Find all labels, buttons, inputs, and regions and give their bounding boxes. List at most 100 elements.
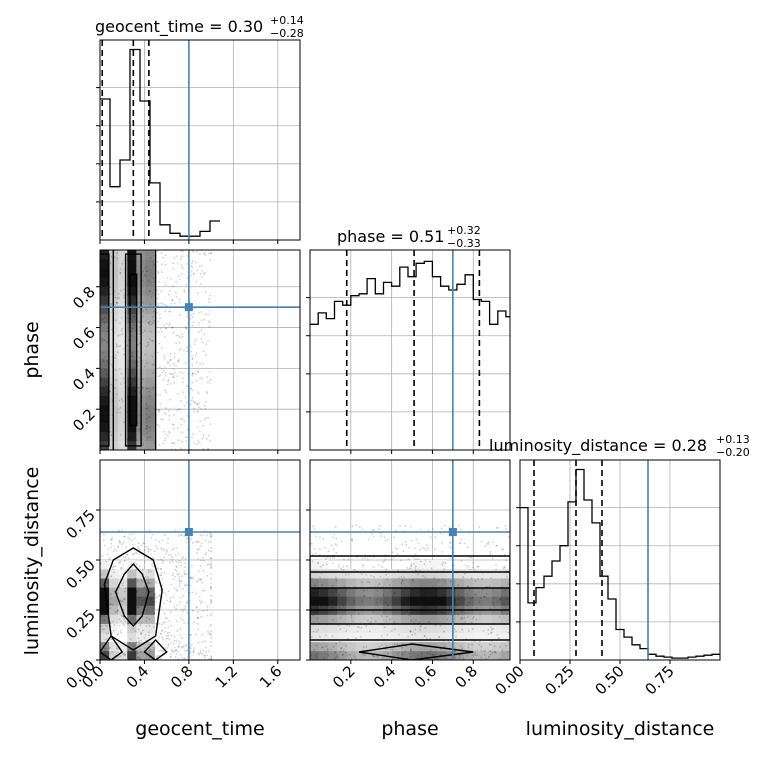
sample-point bbox=[442, 578, 444, 581]
sample-point bbox=[132, 355, 135, 358]
sample-point bbox=[324, 634, 327, 637]
sample-point bbox=[162, 442, 165, 445]
sample-point bbox=[476, 654, 479, 657]
sample-point bbox=[149, 338, 152, 340]
sample-point bbox=[488, 650, 491, 653]
sample-point bbox=[487, 541, 490, 544]
sample-point bbox=[105, 308, 108, 311]
density-cell bbox=[145, 569, 155, 579]
sample-point bbox=[170, 634, 173, 637]
sample-point bbox=[421, 652, 424, 655]
sample-point bbox=[190, 399, 193, 402]
density-cell bbox=[491, 569, 502, 579]
sample-point bbox=[459, 528, 462, 531]
sample-point bbox=[104, 638, 107, 641]
sample-point bbox=[165, 552, 168, 555]
sample-point bbox=[157, 272, 160, 275]
sample-point bbox=[197, 331, 200, 333]
sample-point bbox=[196, 251, 199, 253]
sample-point bbox=[175, 649, 178, 652]
sample-point bbox=[317, 617, 319, 620]
density-cell bbox=[419, 641, 429, 652]
sample-point bbox=[210, 252, 212, 254]
density-cell bbox=[410, 614, 420, 624]
sample-point bbox=[472, 617, 474, 620]
sample-point bbox=[411, 588, 414, 591]
sample-point bbox=[169, 310, 172, 313]
density-cell bbox=[437, 587, 447, 597]
sample-point bbox=[414, 569, 417, 572]
sample-point bbox=[179, 533, 182, 536]
sample-point bbox=[193, 410, 196, 413]
sample-point bbox=[378, 525, 381, 527]
sample-point bbox=[118, 297, 120, 299]
density-cell bbox=[100, 431, 110, 442]
sample-point bbox=[190, 564, 193, 567]
sample-point bbox=[170, 656, 172, 658]
sample-point bbox=[119, 655, 122, 657]
sample-point bbox=[331, 635, 334, 638]
contour-level-2 bbox=[310, 555, 510, 641]
sample-point bbox=[101, 341, 104, 344]
sample-point bbox=[202, 559, 205, 562]
density-cell bbox=[382, 650, 393, 660]
sample-point bbox=[164, 304, 167, 306]
sample-point bbox=[210, 577, 213, 580]
sample-point bbox=[492, 627, 494, 630]
sample-point bbox=[102, 596, 105, 599]
sample-point bbox=[177, 650, 180, 653]
density-cell bbox=[127, 277, 137, 287]
sample-point bbox=[196, 403, 199, 406]
density-cell bbox=[127, 286, 137, 296]
sample-point bbox=[101, 555, 104, 557]
sample-point bbox=[154, 595, 157, 597]
sample-point bbox=[143, 273, 146, 276]
sample-point bbox=[204, 651, 207, 654]
sample-point bbox=[459, 645, 462, 647]
sample-point bbox=[199, 430, 201, 433]
sample-point bbox=[135, 551, 137, 554]
sample-point bbox=[339, 650, 342, 653]
density-cell bbox=[136, 632, 146, 643]
sample-point bbox=[135, 641, 138, 644]
sample-point bbox=[157, 270, 160, 273]
sample-point bbox=[159, 393, 162, 396]
sample-point bbox=[336, 655, 338, 658]
sample-point bbox=[163, 367, 166, 369]
sample-point bbox=[169, 372, 172, 375]
density-cell bbox=[145, 587, 155, 597]
sample-point bbox=[137, 343, 140, 346]
density-cell bbox=[328, 632, 338, 643]
density-cell bbox=[127, 623, 137, 634]
sample-point bbox=[142, 301, 145, 304]
sample-point bbox=[447, 596, 450, 599]
density-cell bbox=[455, 614, 465, 624]
sample-point bbox=[103, 598, 105, 600]
sample-point bbox=[119, 272, 122, 274]
sample-point bbox=[191, 355, 193, 358]
sample-point bbox=[487, 628, 490, 631]
sample-point bbox=[122, 288, 125, 291]
sample-point bbox=[478, 525, 481, 528]
sample-point bbox=[203, 251, 206, 254]
sample-point bbox=[411, 578, 414, 581]
density-cell bbox=[355, 614, 365, 624]
density-cell bbox=[346, 614, 356, 624]
sample-point bbox=[210, 566, 213, 569]
sample-point bbox=[458, 654, 461, 657]
sample-point bbox=[170, 278, 173, 280]
sample-point bbox=[160, 271, 163, 274]
density-cell bbox=[100, 259, 110, 269]
sample-point bbox=[175, 640, 178, 643]
sample-point bbox=[127, 396, 129, 399]
sample-point bbox=[478, 643, 481, 646]
density-cell bbox=[328, 596, 338, 606]
density-cell bbox=[391, 596, 402, 606]
sample-point bbox=[160, 330, 163, 333]
sample-point bbox=[127, 557, 130, 559]
density-cell bbox=[473, 650, 484, 660]
contour-level-3 bbox=[143, 638, 168, 660]
sample-point bbox=[102, 318, 104, 320]
sample-point bbox=[151, 563, 154, 566]
